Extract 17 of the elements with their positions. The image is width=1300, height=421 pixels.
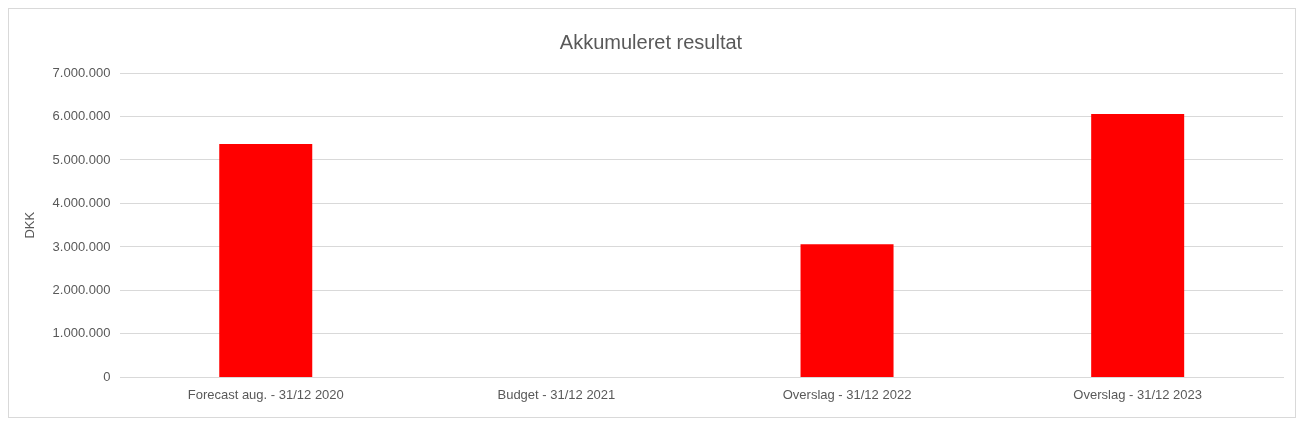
x-tick-label: Budget - 31/12 2021 <box>497 386 616 402</box>
y-tick-label: 0 <box>103 368 111 384</box>
x-tick-label: Overslag - 31/12 2022 <box>782 386 912 402</box>
y-axis-title: DKK <box>22 211 38 239</box>
y-tick-label: 1.000.000 <box>52 325 111 341</box>
y-tick-label: 3.000.000 <box>52 238 111 254</box>
y-tick-label: 7.000.000 <box>52 64 111 80</box>
x-tick-label: Overslag - 31/12 2023 <box>1073 386 1202 402</box>
bar <box>219 143 313 377</box>
chart-title: Akkumuleret resultat <box>559 30 743 53</box>
bar <box>800 244 894 377</box>
y-tick-label: 4.000.000 <box>52 195 111 211</box>
y-tick-label: 2.000.000 <box>52 282 111 298</box>
y-tick-label: 6.000.000 <box>52 108 111 124</box>
y-tick-label: 5.000.000 <box>52 151 111 167</box>
bar <box>1091 113 1185 377</box>
x-tick-label: Forecast aug. - 31/12 2020 <box>187 386 344 402</box>
